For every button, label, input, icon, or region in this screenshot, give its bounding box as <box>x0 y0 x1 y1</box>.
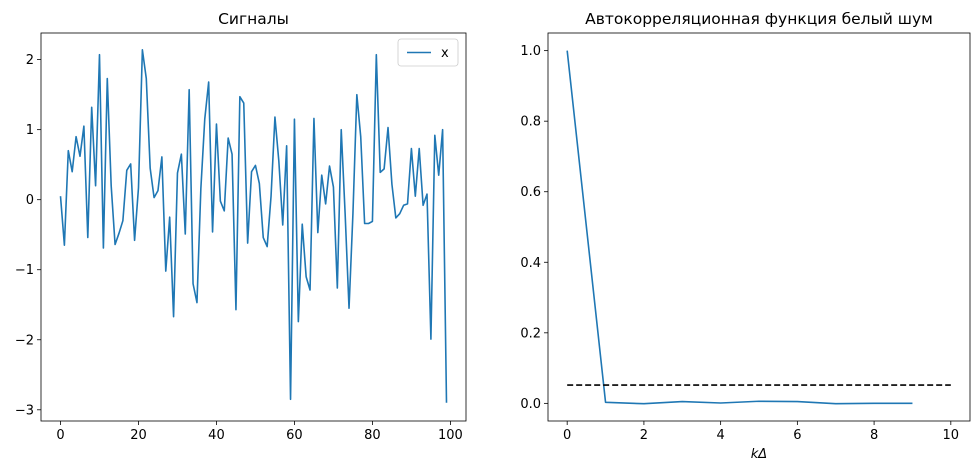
axes-frame-signals <box>40 32 467 422</box>
x-tick-label-5: 100 <box>438 428 463 443</box>
y-tick-label-0: −3 <box>15 403 34 418</box>
axes-frame-autocorrelation <box>547 32 971 422</box>
series-line-0 <box>566 50 913 405</box>
y-tick-label-5: 1.0 <box>520 44 541 59</box>
x-tick-label-0: 0 <box>563 428 571 443</box>
x-tick-label-2: 4 <box>716 428 724 443</box>
y-tick-label-3: 0 <box>26 193 34 208</box>
y-tick-label-1: 0.2 <box>520 326 541 341</box>
chart-title-signals: Сигналы <box>218 10 289 28</box>
y-tick-label-4: 1 <box>26 123 34 138</box>
chart-signals: Сигналы 0 20 40 60 80 100 −3 −2 −1 0 1 2 x <box>15 10 467 443</box>
legend-label-x: x <box>441 46 449 61</box>
x-axis-label-autocorrelation: kΔ <box>751 447 767 462</box>
y-tick-label-4: 0.8 <box>520 115 541 130</box>
plot-area-autocorrelation <box>566 50 951 405</box>
y-tick-label-5: 2 <box>26 53 34 68</box>
x-tick-label-4: 80 <box>364 428 381 443</box>
ticks-signals: 0 20 40 60 80 100 −3 −2 −1 0 1 2 <box>15 53 463 443</box>
y-tick-label-3: 0.6 <box>520 185 541 200</box>
legend: x <box>397 38 459 67</box>
x-tick-label-0: 0 <box>56 428 64 443</box>
ticks-autocorrelation: 0 2 4 6 8 10 0.0 0.2 0.4 0.6 0.8 1.0 <box>520 44 959 443</box>
x-tick-label-4: 8 <box>870 428 878 443</box>
chart-title-autocorrelation: Автокорреляционная функция белый шум <box>585 10 933 28</box>
plot-area-signals <box>59 49 448 403</box>
y-tick-label-0: 0.0 <box>520 397 541 412</box>
y-tick-label-1: −2 <box>15 333 34 348</box>
y-tick-label-2: 0.4 <box>520 256 541 271</box>
x-tick-label-3: 60 <box>286 428 303 443</box>
x-tick-label-1: 2 <box>640 428 648 443</box>
chart-autocorrelation: Автокорреляционная функция белый шум 0 2 4… <box>520 10 971 462</box>
series-line-0 <box>59 49 448 403</box>
x-tick-label-2: 40 <box>208 428 225 443</box>
x-tick-label-3: 6 <box>793 428 801 443</box>
y-tick-label-2: −1 <box>15 263 34 278</box>
x-tick-label-1: 20 <box>130 428 147 443</box>
x-tick-label-5: 10 <box>943 428 960 443</box>
